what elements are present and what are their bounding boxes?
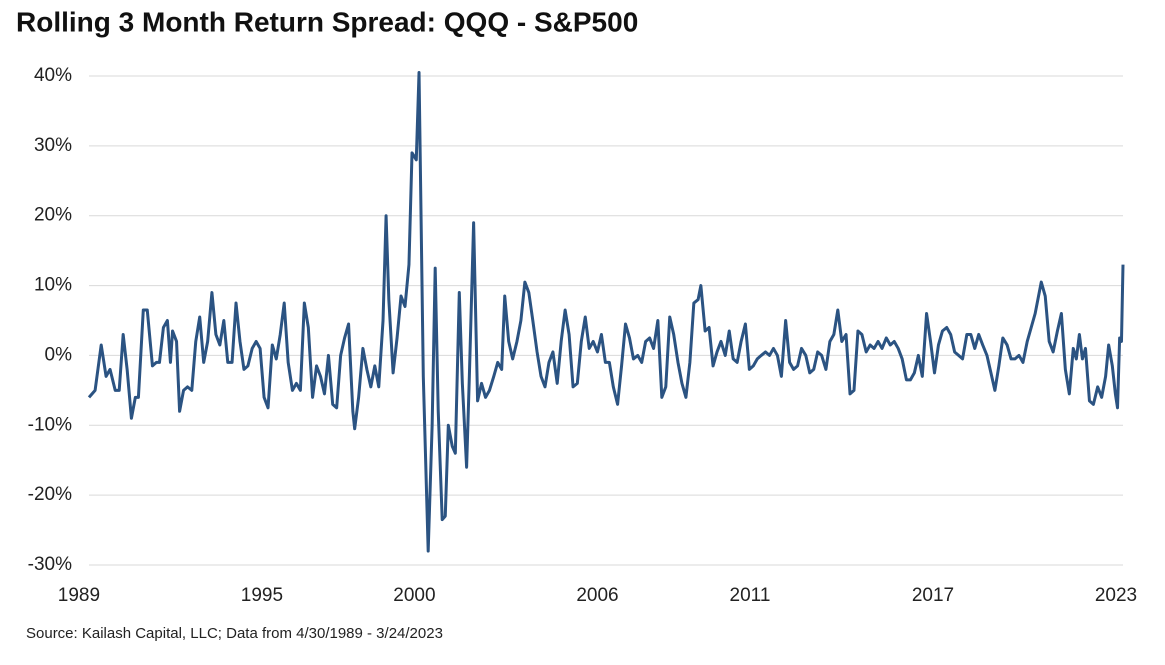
x-tick-label: 2006 [576,585,618,606]
x-tick-label: 2000 [393,585,435,606]
x-tick-label: 2017 [912,585,954,606]
x-tick-label: 1995 [241,585,283,606]
y-tick-label: 30% [34,135,72,156]
y-tick-label: -20% [28,484,72,505]
chart-title: Rolling 3 Month Return Spread: QQQ - S&P… [16,6,638,37]
y-tick-label: 0% [45,344,73,365]
y-tick-label: 20% [34,205,72,226]
x-tick-label: 2011 [730,585,771,606]
y-tick-label: -30% [28,554,72,575]
data-line [87,71,1125,553]
x-tick-label: 1989 [58,585,100,606]
y-tick-label: -10% [28,414,72,435]
y-tick-label: 40% [34,65,72,86]
y-tick-label: 10% [34,275,72,296]
x-tick-label: 2023 [1095,585,1137,606]
source-note: Source: Kailash Capital, LLC; Data from … [26,625,443,642]
